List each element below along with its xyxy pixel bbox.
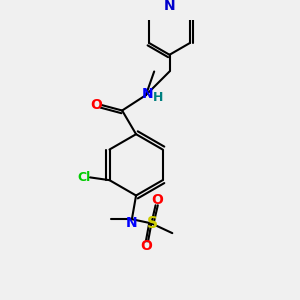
Text: H: H [153,92,164,104]
Text: O: O [141,239,153,254]
Text: N: N [126,215,138,230]
Text: N: N [141,87,153,101]
Text: O: O [151,193,163,207]
Text: S: S [147,216,158,231]
Text: N: N [164,0,175,13]
Text: Cl: Cl [78,171,91,184]
Text: O: O [90,98,102,112]
